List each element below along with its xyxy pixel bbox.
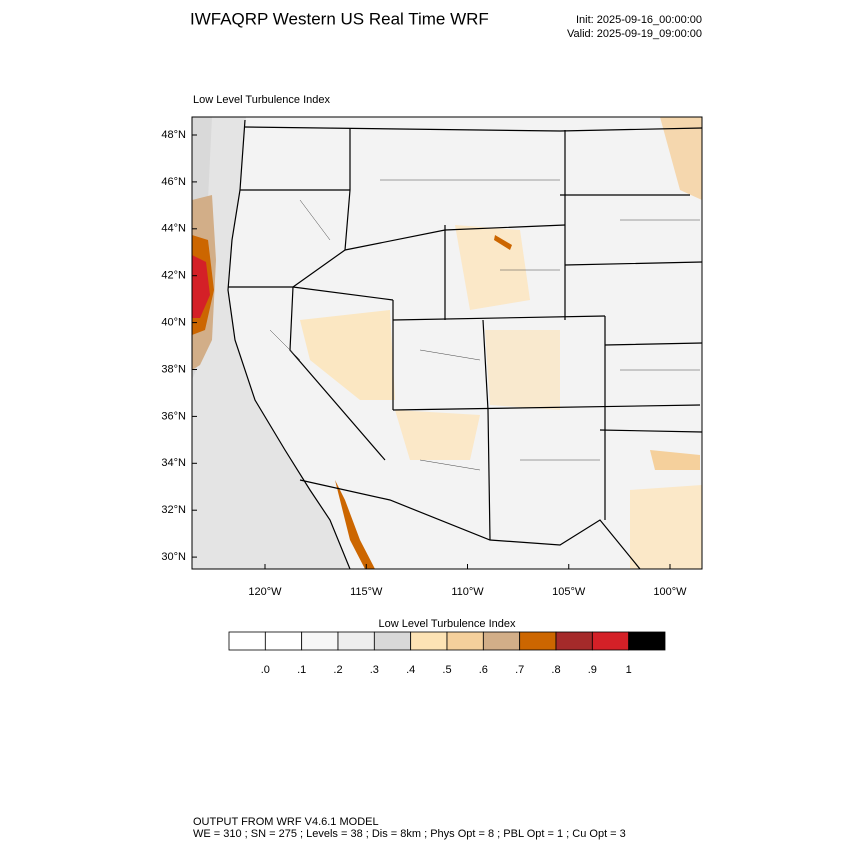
lon-label: 120°W xyxy=(248,586,282,598)
colorbar-label: .0 xyxy=(261,664,270,676)
colorbar-label: 1 xyxy=(626,664,632,676)
colorbar-box xyxy=(301,631,339,651)
colorbar-box xyxy=(628,631,666,651)
footer-line: WE = 310 ; SN = 275 ; Levels = 38 ; Dis … xyxy=(193,828,626,840)
lon-label: 110°W xyxy=(451,586,484,598)
footer-line: OUTPUT FROM WRF V4.6.1 MODEL xyxy=(193,816,379,828)
colorbar-label: .7 xyxy=(515,664,524,676)
lat-label: 44°N xyxy=(161,223,186,235)
colorbar-box xyxy=(264,631,303,651)
colorbar: .0 .1 .2 .3 .4 .5 .6 .7 .8 .9 1 xyxy=(228,631,666,676)
colorbar-label: .5 xyxy=(442,664,451,676)
lat-label: 42°N xyxy=(161,270,186,282)
colorbar-label: .6 xyxy=(479,664,488,676)
colorbar-box xyxy=(373,631,412,651)
lat-label: 30°N xyxy=(161,551,186,563)
colorbar-label: .3 xyxy=(370,664,379,676)
colorbar-box xyxy=(519,631,557,651)
colorbar-box xyxy=(228,631,266,651)
map xyxy=(191,116,703,570)
colorbar-box xyxy=(591,631,630,651)
lat-label: 38°N xyxy=(161,363,186,375)
colorbar-box xyxy=(482,631,521,651)
lat-label: 46°N xyxy=(161,176,186,188)
title: IWFAQRP Western US Real Time WRF xyxy=(190,9,489,28)
lon-label: 115°W xyxy=(350,586,383,598)
lat-label: 34°N xyxy=(161,457,186,469)
colorbar-label: .9 xyxy=(588,664,597,676)
lon-label: 105°W xyxy=(552,586,586,598)
valid-time: Valid: 2025-09-19_09:00:00 xyxy=(567,28,702,40)
colorbar-title: Low Level Turbulence Index xyxy=(379,618,516,630)
panel-label: Low Level Turbulence Index xyxy=(193,94,330,106)
lat-label: 36°N xyxy=(161,410,186,422)
colorbar-label: .1 xyxy=(297,664,306,676)
colorbar-box xyxy=(555,631,593,651)
lat-label: 48°N xyxy=(161,129,186,141)
lon-label: 100°W xyxy=(653,586,687,598)
colorbar-label: .2 xyxy=(333,664,342,676)
colorbar-label: .8 xyxy=(551,664,560,676)
colorbar-box xyxy=(337,631,375,651)
lat-label: 32°N xyxy=(161,504,186,516)
init-time: Init: 2025-09-16_00:00:00 xyxy=(576,14,702,26)
colorbar-label: .4 xyxy=(406,664,415,676)
colorbar-box xyxy=(410,631,448,651)
colorbar-box xyxy=(446,631,484,651)
lat-label: 40°N xyxy=(161,317,186,329)
